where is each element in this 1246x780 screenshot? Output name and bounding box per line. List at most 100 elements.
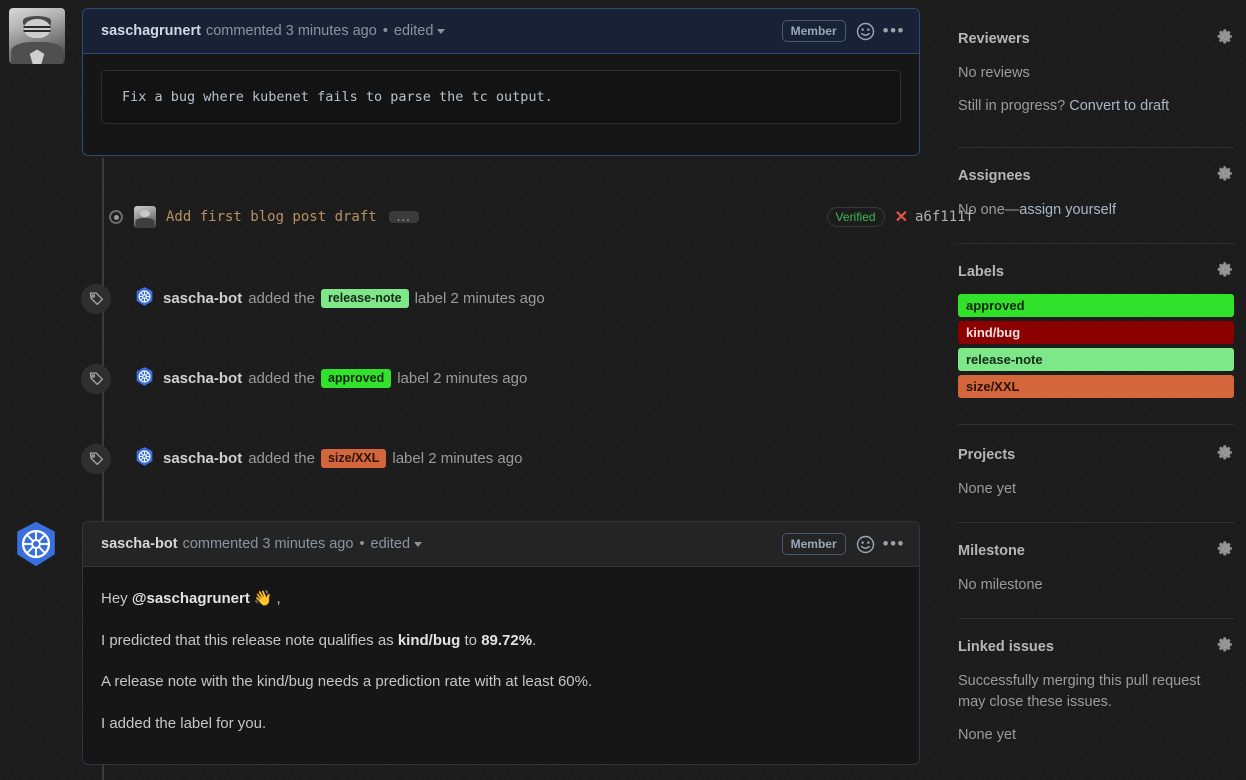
timeline-spine-lower	[102, 765, 104, 780]
sidebar-label-release-note[interactable]: release-note	[958, 348, 1234, 371]
event-row-size-xxl: sascha-bot added the size/XXL label 2 mi…	[81, 443, 528, 474]
event-suffix: label 2 minutes ago	[392, 450, 523, 467]
greeting-prefix: Hey	[101, 590, 132, 607]
avatar-sascha-bot[interactable]	[134, 446, 155, 471]
tag-icon	[81, 443, 111, 474]
gear-icon[interactable]	[1217, 540, 1234, 561]
sidebar-divider-2	[958, 243, 1234, 244]
gear-icon[interactable]	[1217, 636, 1234, 657]
linked-issues-header: Linked issues	[958, 636, 1234, 657]
bot-greeting-line: Hey @saschagrunert 👋,	[101, 589, 901, 609]
expand-commit-description-button[interactable]: …	[388, 209, 419, 224]
reviewers-empty-state: No reviews	[958, 65, 1030, 81]
labels-list: approved kind/bug release-note size/XXL	[958, 294, 1234, 398]
user-mention[interactable]: @saschagrunert	[131, 590, 250, 607]
sidebar-divider-3	[958, 424, 1234, 425]
comment-separator: •	[359, 536, 365, 552]
comment-author[interactable]: saschagrunert	[101, 23, 201, 39]
linked-issues-description: Successfully merging this pull request m…	[958, 673, 1201, 711]
comment-separator: •	[382, 23, 388, 39]
kebab-menu-icon[interactable]: •••	[882, 21, 905, 40]
linked-issues-empty-state: None yet	[958, 727, 1017, 744]
event-label-chip[interactable]: release-note	[320, 288, 409, 309]
chevron-down-icon[interactable]	[414, 541, 423, 547]
sidebar-section-reviewers: Reviewers No reviews Still in progress? …	[958, 28, 1234, 117]
commit-author-avatar[interactable]	[134, 206, 156, 228]
labels-title: Labels	[958, 263, 1004, 280]
avatar-saschagrunert[interactable]	[9, 8, 65, 64]
comment-author[interactable]: sascha-bot	[101, 536, 178, 552]
event-action: added the	[248, 450, 315, 467]
smiley-face-icon[interactable]	[856, 535, 875, 554]
smiley-face-icon[interactable]	[856, 22, 875, 41]
assignees-title: Assignees	[958, 167, 1031, 184]
sidebar-divider-5	[958, 618, 1234, 619]
assignees-header: Assignees	[958, 165, 1234, 186]
gear-icon[interactable]	[1217, 165, 1234, 186]
tag-icon	[81, 283, 111, 314]
kebab-menu-icon[interactable]: •••	[882, 534, 905, 553]
labels-header: Labels	[958, 261, 1234, 282]
comment-edited-label[interactable]: edited	[393, 23, 434, 39]
commit-row: Add first blog post draft … Verified ✕ a…	[109, 206, 974, 228]
gear-icon[interactable]	[1217, 28, 1234, 49]
event-actor[interactable]: sascha-bot	[163, 370, 243, 387]
commit-sha[interactable]: a6f111f	[914, 209, 974, 225]
event-action: added the	[248, 290, 315, 307]
sidebar-section-linked-issues: Linked issues Successfully merging this …	[958, 636, 1234, 746]
event-label-chip[interactable]: approved	[320, 368, 392, 389]
event-label-chip[interactable]: size/XXL	[320, 448, 387, 469]
assign-yourself-link[interactable]: assign yourself	[1019, 202, 1116, 218]
bot-prediction-line: I predicted that this release note quali…	[101, 631, 901, 651]
bot-threshold-line: A release note with the kind/bug needs a…	[101, 673, 593, 690]
event-row-release-note: sascha-bot added the release-note label …	[81, 283, 551, 314]
assignees-empty-prefix: No one—	[958, 202, 1020, 218]
timeline-column: saschagrunert commented 3 minutes ago • …	[0, 0, 940, 780]
sidebar-label-approved[interactable]: approved	[958, 294, 1234, 317]
sidebar-label-size-xxl[interactable]: size/XXL	[958, 375, 1234, 398]
avatar-sascha-bot-large[interactable]	[11, 519, 61, 574]
projects-empty-state: None yet	[958, 481, 1017, 497]
assignees-empty-state: No one—assign yourself	[958, 200, 1234, 221]
event-suffix: label 2 minutes ago	[397, 370, 528, 387]
comment-header: sascha-bot commented 3 minutes ago • edi…	[83, 522, 919, 567]
milestone-empty-state: No milestone	[958, 577, 1043, 593]
event-row-approved: sascha-bot added the approved label 2 mi…	[81, 363, 533, 394]
convert-to-draft-link[interactable]: Convert to draft	[1069, 98, 1170, 115]
prediction-text-b: to	[460, 631, 482, 649]
gear-icon[interactable]	[1217, 261, 1234, 282]
comment-body: Hey @saschagrunert 👋, I predicted that th…	[83, 567, 919, 755]
sidebar-section-labels: Labels approved kind/bug release-note si…	[958, 261, 1234, 402]
comment-edited-label[interactable]: edited	[370, 536, 411, 552]
chevron-down-icon[interactable]	[437, 28, 446, 34]
event-action: added the	[248, 370, 315, 387]
sidebar-section-projects: Projects None yet	[958, 444, 1234, 500]
prediction-kind: kind/bug	[397, 631, 461, 649]
tag-icon	[81, 363, 111, 394]
comment-body: Fix a bug where kubenet fails to parse t…	[83, 54, 919, 140]
event-suffix: label 2 minutes ago	[414, 290, 545, 307]
avatar-sascha-bot[interactable]	[134, 286, 155, 311]
comment-saschagrunert: saschagrunert commented 3 minutes ago • …	[82, 8, 920, 156]
timeline-spine-upper	[102, 158, 104, 220]
milestone-header: Milestone	[958, 540, 1234, 561]
avatar-sascha-bot[interactable]	[134, 366, 155, 391]
commit-message[interactable]: Add first blog post draft	[166, 209, 377, 225]
gear-icon[interactable]	[1217, 444, 1234, 465]
red-x-icon[interactable]: ✕	[894, 209, 908, 226]
verified-badge[interactable]: Verified	[826, 207, 885, 227]
pr-sidebar: Reviewers No reviews Still in progress? …	[950, 0, 1246, 780]
event-actor[interactable]: sascha-bot	[163, 290, 243, 307]
projects-title: Projects	[958, 446, 1016, 463]
prediction-text-a: I predicted that this release note quali…	[101, 631, 398, 649]
event-actor[interactable]: sascha-bot	[163, 450, 243, 467]
sidebar-divider-1	[958, 147, 1234, 148]
projects-header: Projects	[958, 444, 1234, 465]
prediction-percentage: 89.72%	[481, 631, 533, 649]
sidebar-section-assignees: Assignees No one—assign yourself	[958, 165, 1234, 221]
sidebar-label-kind-bug[interactable]: kind/bug	[958, 321, 1234, 344]
linked-issues-title: Linked issues	[958, 638, 1054, 655]
member-badge: Member	[781, 20, 846, 42]
sidebar-divider-4	[958, 522, 1234, 523]
